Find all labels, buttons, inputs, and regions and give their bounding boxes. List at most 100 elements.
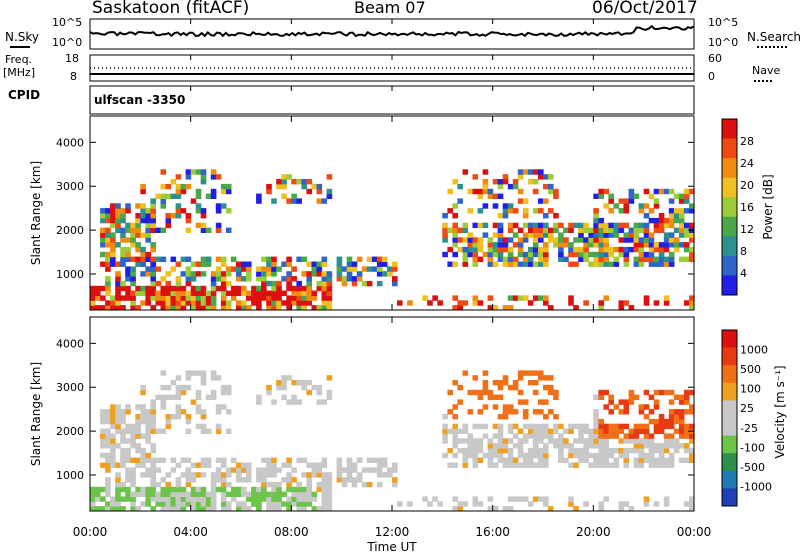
heatmap-cell (175, 305, 182, 311)
heatmap-cell (110, 501, 116, 507)
heatmap-cell (180, 506, 187, 512)
heatmap-cell (225, 266, 232, 272)
heatmap-cell (447, 409, 453, 415)
heatmap-cell (185, 384, 192, 391)
heatmap-cell (683, 447, 690, 454)
heatmap-cell (568, 501, 574, 507)
heatmap-cell (608, 227, 614, 233)
heatmap-cell (220, 285, 227, 292)
heatmap-cell (215, 486, 222, 493)
heatmap-cell (115, 472, 121, 478)
heatmap-cell (215, 271, 222, 277)
heatmap-cell (326, 280, 333, 287)
heatmap-cell (553, 222, 559, 229)
heatmap-cell (442, 433, 448, 439)
heatmap-cell (145, 501, 151, 507)
heatmap-cell (190, 169, 197, 175)
heatmap-cell (668, 414, 675, 420)
heatmap-cell (296, 501, 302, 507)
colorbar-swatch (722, 119, 737, 140)
heatmap-cell (261, 457, 267, 463)
heatmap-cell (487, 237, 494, 243)
heatmap-cell (271, 198, 277, 204)
heatmap-cell (210, 280, 217, 287)
heatmap-cell (507, 295, 514, 301)
heatmap-cell (532, 242, 539, 248)
heatmap-cell (175, 261, 182, 267)
heatmap-cell (658, 457, 665, 463)
heatmap-cell (105, 467, 111, 473)
heatmap-cell (653, 418, 660, 425)
heatmap-cell (246, 305, 252, 311)
heatmap-cell (392, 276, 398, 282)
heatmap-cell (653, 203, 660, 209)
heatmap-cell (487, 447, 494, 454)
heatmap-cell (180, 486, 187, 493)
heatmap-cell (266, 280, 272, 287)
heatmap-cell (462, 452, 469, 459)
heatmap-cell (618, 198, 625, 204)
heatmap-cell (185, 477, 192, 483)
heatmap-cell (673, 227, 680, 233)
heatmap-cell (125, 457, 131, 463)
heatmap-cell (165, 481, 172, 488)
heatmap-cell (155, 227, 161, 233)
heatmap-cell (678, 232, 685, 238)
heatmap-cell (195, 370, 202, 376)
colorbar-tick-label: -25 (740, 422, 758, 435)
heatmap-cell (512, 423, 519, 430)
heatmap-cell (633, 462, 640, 468)
heatmap-cell (115, 271, 121, 277)
heatmap-cell (603, 256, 609, 262)
heatmap-cell (608, 399, 614, 405)
heatmap-cell (472, 295, 479, 301)
heatmap-cell (205, 457, 212, 463)
colorbar-swatch (722, 255, 737, 276)
heatmap-cell (507, 227, 514, 233)
heatmap-cell (155, 266, 161, 272)
y-tick-label: 1000 (56, 268, 84, 281)
heatmap-cell (643, 457, 650, 463)
heatmap-cell (457, 501, 463, 507)
heatmap-cell (568, 443, 574, 449)
heatmap-cell (522, 423, 529, 430)
x-tick-label: 00:00 (677, 525, 712, 539)
heatmap-cell (120, 447, 126, 454)
heatmap-cell (120, 237, 126, 243)
heatmap-cell (251, 486, 257, 493)
heatmap-cell (286, 399, 292, 405)
heatmap-cell (125, 438, 131, 444)
heatmap-cell (517, 188, 524, 195)
heatmap-cell (477, 389, 484, 396)
heatmap-cell (563, 242, 569, 248)
heatmap-cell (376, 261, 383, 267)
heatmap-cell (532, 261, 539, 267)
heatmap-cell (472, 496, 479, 502)
heatmap-cell (160, 384, 167, 391)
heatmap-cell (326, 501, 333, 507)
heatmap-cell (90, 295, 96, 301)
heatmap-cell (497, 183, 504, 190)
heatmap-cell (673, 447, 680, 454)
heatmap-cell (185, 501, 192, 507)
heatmap-cell (487, 438, 494, 444)
heatmap-cell (668, 222, 675, 229)
heatmap-cell (507, 506, 514, 512)
heatmap-cell (346, 457, 353, 463)
heatmap-cell (462, 222, 469, 229)
heatmap-cell (175, 491, 182, 497)
heatmap-cell (553, 227, 559, 233)
heatmap-cell (190, 285, 197, 292)
heatmap-cell (160, 227, 167, 233)
heatmap-cell (628, 188, 635, 195)
heatmap-cell (120, 305, 126, 311)
heatmap-cell (291, 491, 297, 497)
heatmap-cell (543, 447, 549, 454)
heatmap-cell (568, 447, 574, 454)
heatmap-cell (321, 300, 328, 306)
heatmap-cell (608, 246, 614, 253)
heatmap-cell (306, 285, 312, 292)
heatmap-cell (261, 295, 267, 301)
heatmap-cell (291, 394, 297, 400)
heatmap-cell (336, 462, 343, 468)
